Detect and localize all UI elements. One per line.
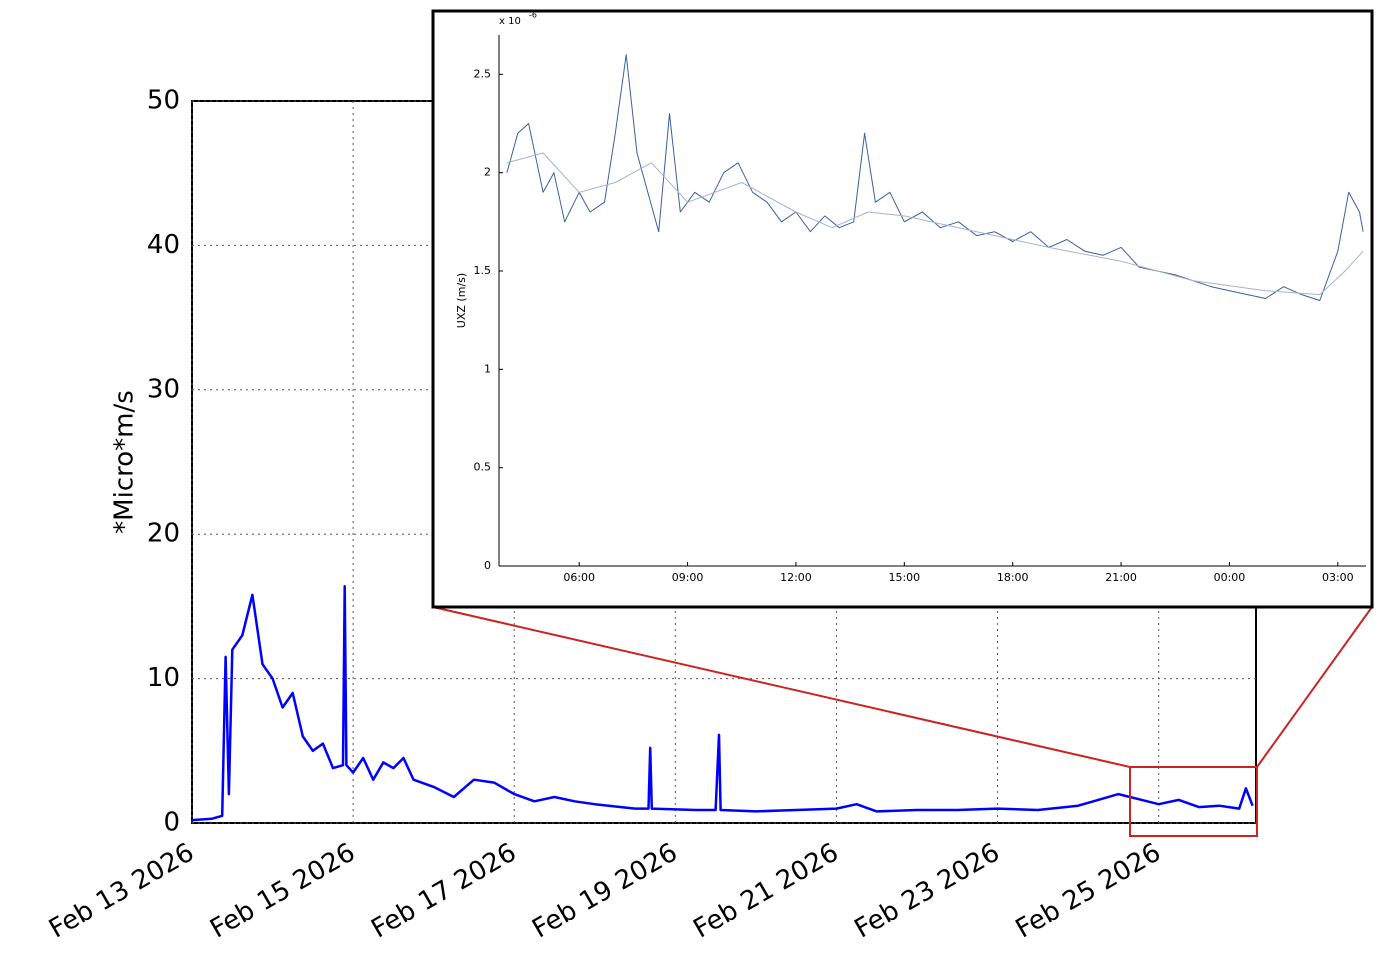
y-tick-label: 2	[484, 166, 491, 179]
zoom-box	[1129, 766, 1258, 837]
y-exponent: -6	[529, 11, 537, 20]
y-axis-label: UXZ (m/s)	[455, 273, 468, 328]
data-line	[191, 584, 1254, 822]
data-line	[506, 152, 1364, 296]
y-tick-label: 1.5	[474, 264, 492, 277]
x-tick-label: 18:00	[997, 571, 1029, 584]
y-tick-label: 0.5	[474, 461, 492, 474]
inset-chart: 0 0.5 1 1.5 2 2.5 06:00 09:00 12:00 15:00 18:00 21:…	[455, 11, 1366, 584]
zoom-connector	[1256, 606, 1373, 768]
y-multiplier: x 10	[499, 16, 521, 27]
x-tick-label: 00:00	[1214, 571, 1246, 584]
data-line	[506, 54, 1364, 301]
x-tick-label: 12:00	[780, 571, 812, 584]
x-tick-label: 21:00	[1105, 571, 1137, 584]
x-tick-label: 09:00	[672, 571, 704, 584]
y-tick-label: 0	[163, 808, 180, 838]
y-tick-label: 1	[484, 362, 491, 375]
y-tick-label: 30	[147, 374, 180, 404]
x-tick-label: 03:00	[1322, 571, 1354, 584]
x-tick-label: 15:00	[888, 571, 920, 584]
y-axis-label: *Micro*m/s	[110, 390, 140, 534]
inset-frame	[431, 9, 1374, 609]
zoom-connector	[432, 606, 1131, 768]
y-tick-label: 2.5	[474, 67, 492, 80]
y-tick-label: 50	[147, 86, 180, 116]
y-tick-label: 20	[147, 519, 180, 549]
y-tick-label: 0	[484, 559, 491, 572]
y-tick-label: 10	[147, 663, 180, 693]
y-tick-label: 40	[147, 230, 180, 260]
x-tick-label: 06:00	[563, 571, 595, 584]
